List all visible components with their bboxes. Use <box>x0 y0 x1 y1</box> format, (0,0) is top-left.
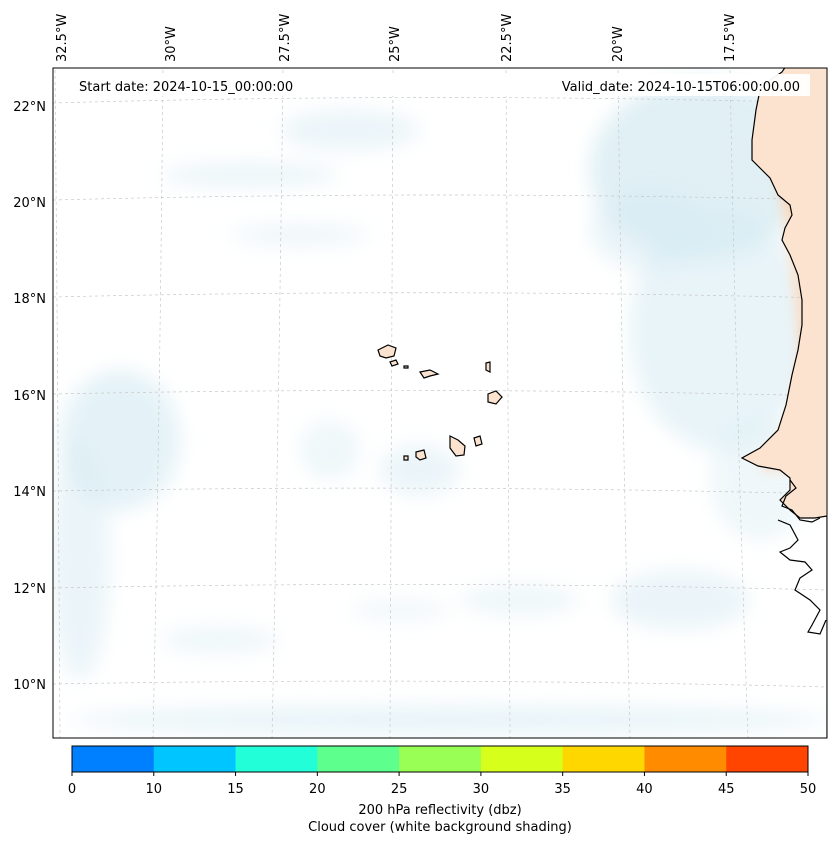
island-santa-luzia <box>403 365 409 369</box>
lat-label: 16°N <box>13 389 46 404</box>
lat-label: 22°N <box>13 100 46 115</box>
island-fogo <box>415 449 427 461</box>
valid-date-label: Valid_date: 2024-10-15T06:00:00.00 <box>562 80 800 95</box>
lon-label: 25°W <box>388 26 403 62</box>
map-panel <box>53 68 827 738</box>
latitude-labels: 22°N 20°N 18°N 16°N 14°N 12°N 10°N <box>13 100 46 693</box>
africa-coastline <box>740 68 827 738</box>
island-brava <box>403 455 409 461</box>
lat-label: 12°N <box>13 582 46 597</box>
west-africa-coast-detail <box>777 479 827 635</box>
lat-label: 20°N <box>13 196 46 211</box>
colorbar-bin <box>72 746 155 772</box>
colorbar-ticks: 0 10 15 20 25 30 35 40 45 50 <box>68 772 816 797</box>
longitude-labels: 32.5°W 30°W 27.5°W 25°W 22.5°W 20°W 17.5… <box>55 14 738 62</box>
start-date-label: Start date: 2024-10-15_00:00:00 <box>79 80 293 95</box>
colorbar-bin <box>153 746 237 772</box>
island-maio <box>473 435 483 447</box>
colorbar-tick-label: 0 <box>68 782 76 797</box>
colorbar-bin <box>235 746 318 772</box>
colorbar-tick-label: 20 <box>309 782 326 797</box>
lat-label: 18°N <box>13 292 46 307</box>
colorbar-tick-label: 50 <box>800 782 817 797</box>
colorbar-bins <box>72 746 809 772</box>
lat-label: 10°N <box>13 678 46 693</box>
colorbar-tick-label: 30 <box>473 782 490 797</box>
colorbar-bin <box>562 746 645 772</box>
colorbar-bin <box>726 746 809 772</box>
graticule <box>53 69 827 738</box>
lon-label: 30°W <box>164 26 179 62</box>
colorbar-tick-label: 10 <box>146 782 163 797</box>
colorbar-bin <box>399 746 482 772</box>
lon-label: 27.5°W <box>278 14 293 62</box>
island-sal <box>485 361 491 373</box>
colorbar-tick-label: 40 <box>636 782 653 797</box>
colorbar-bin <box>480 746 564 772</box>
colorbar: 0 10 15 20 25 30 35 40 45 50 200 hPa reflectivity… <box>68 745 816 835</box>
colorbar-bin <box>644 746 727 772</box>
lat-label: 14°N <box>13 485 46 500</box>
colorbar-label-line2: Cloud cover (white background shading) <box>308 820 572 835</box>
lon-label: 22.5°W <box>500 14 515 62</box>
colorbar-bin <box>317 746 400 772</box>
colorbar-frame <box>71 745 809 773</box>
lon-label: 20°W <box>611 26 626 62</box>
lon-label: 32.5°W <box>55 14 70 62</box>
colorbar-tick-label: 35 <box>554 782 571 797</box>
colorbar-tick-label: 45 <box>718 782 735 797</box>
island-sao-vicente <box>389 359 399 367</box>
island-santiago <box>449 435 466 457</box>
colorbar-label-line1: 200 hPa reflectivity (dbz) <box>358 803 521 818</box>
lon-label: 17.5°W <box>723 14 738 62</box>
cape-verde-islands <box>377 344 503 461</box>
island-santo-antao <box>377 344 397 359</box>
island-boa-vista <box>487 390 503 405</box>
colorbar-tick-label: 25 <box>391 782 408 797</box>
date-label-background <box>60 74 810 96</box>
island-sao-nicolau <box>419 369 440 379</box>
map-frame <box>52 67 828 739</box>
colorbar-tick-label: 15 <box>227 782 244 797</box>
